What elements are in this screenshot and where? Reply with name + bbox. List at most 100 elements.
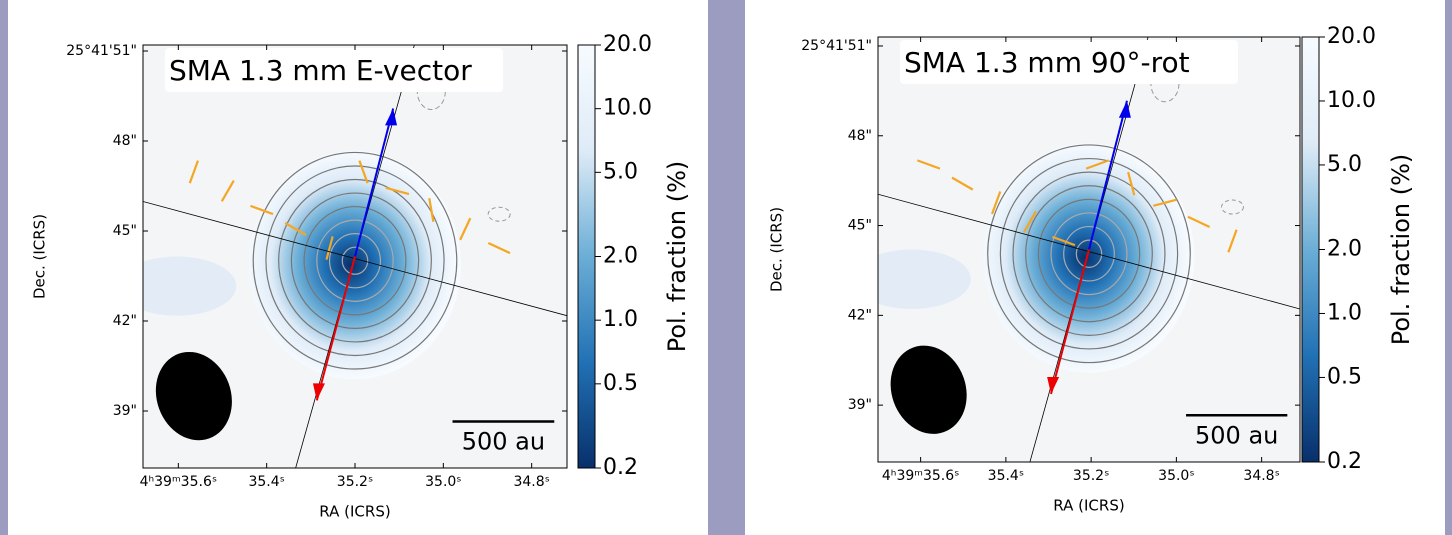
colorbar-tick-label: 1.0: [1327, 300, 1362, 325]
panel: 500 au SMA 1.3 mm E-vector 4ʰ39ᵐ35.6ˢ 35.4ˢ…: [8, 0, 708, 535]
contour: [278, 178, 432, 343]
x-tick-label: 4ʰ39ᵐ35.6ˢ: [882, 468, 960, 484]
colorbar-label: Pol. fraction (%): [663, 161, 691, 353]
blue-head: [385, 108, 398, 126]
contour: [1075, 239, 1103, 268]
x-label: RA (ICRS): [319, 503, 390, 521]
title-box: [900, 40, 1238, 84]
colorbar: [1301, 36, 1320, 463]
pol-vector: [220, 179, 235, 202]
y-tick-label: 48": [113, 133, 137, 149]
colorbar-tick-label: 20.0: [603, 32, 652, 57]
contour: [316, 219, 394, 302]
y-tick-label: 42": [113, 313, 137, 329]
colorbar: [577, 44, 596, 469]
pol-vector: [428, 197, 435, 222]
beam: [155, 351, 232, 441]
red-arrow: [1050, 249, 1090, 395]
pol-vector: [951, 176, 974, 191]
emission: [983, 143, 1195, 373]
contour: [290, 192, 420, 330]
blue-head: [1118, 100, 1131, 118]
x-tick-label: 4ʰ39ᵐ35.6ˢ: [140, 474, 218, 490]
pol-vector: [1227, 229, 1238, 253]
image: 500 au SMA 1.3 mm E-vector: [143, 45, 567, 468]
contour: [1025, 185, 1153, 323]
colorbar-tick-label: 10.0: [1327, 88, 1376, 113]
y-tick-label: 42": [848, 307, 872, 323]
pol-vector: [188, 160, 200, 184]
title: SMA 1.3 mm E-vector: [169, 54, 472, 87]
colorbar-tick-label: 2.0: [1327, 237, 1362, 262]
contour: [1012, 171, 1166, 336]
red-head: [1047, 377, 1060, 394]
x-tick-label: 35.2ˢ: [1073, 468, 1109, 484]
pol-vector: [991, 191, 1002, 215]
colorbar-tick-label: 2.0: [603, 244, 638, 269]
pol-vector: [1187, 215, 1211, 228]
x-tick-label: 35.2ˢ: [337, 474, 373, 490]
colorbar-tick-label: 0.2: [603, 455, 638, 480]
blue-arrow: [1088, 100, 1128, 250]
y-tick-label: 39": [113, 403, 137, 419]
x-tick-label: 35.4ˢ: [988, 468, 1024, 484]
image: 500 au SMA 1.3 mm 90°-rot: [878, 37, 1300, 462]
contour: [1037, 198, 1141, 309]
x-label: RA (ICRS): [1053, 497, 1124, 515]
contour: [341, 246, 369, 275]
x-tick-label: 35.4ˢ: [248, 474, 284, 490]
contour: [328, 233, 382, 289]
pol-vector: [1127, 171, 1136, 196]
pol-vector: [358, 160, 369, 184]
colorbar-tick-label: 0.2: [1327, 449, 1362, 474]
contour: [303, 205, 407, 316]
y-tick-label: 39": [848, 397, 872, 413]
emission-tail: [143, 256, 237, 316]
pol-vector: [250, 204, 274, 216]
y-label: Dec. (ICRS): [768, 207, 786, 292]
y-tick-label: 48": [848, 128, 872, 144]
pol-vector: [916, 159, 941, 170]
scalebar-label: 500 au: [1195, 422, 1278, 450]
y-label: Dec. (ICRS): [31, 214, 49, 299]
pol-vector: [284, 222, 307, 236]
pol-vector: [459, 217, 472, 241]
x-tick-label: 35.0ˢ: [425, 474, 461, 490]
colorbar-tick-label: 10.0: [603, 96, 652, 121]
neg-contour: [487, 206, 511, 222]
pol-vector: [1085, 159, 1110, 170]
pol-vector: [325, 236, 334, 260]
y-tick-label: 45": [848, 218, 872, 234]
y-tick-label: 25°41'51": [801, 38, 872, 54]
colorbar-tick-label: 5.0: [1327, 152, 1362, 177]
panel: 500 au SMA 1.3 mm 90°-rot 4ʰ39ᵐ35.6ˢ 35.4ˢ 3…: [745, 0, 1445, 535]
contour: [1063, 225, 1115, 282]
beam: [890, 345, 967, 434]
red-head: [312, 383, 325, 401]
colorbar-tick-label: 5.0: [603, 159, 638, 184]
blue-arrow: [354, 108, 395, 257]
contour: [1050, 212, 1128, 296]
emission-tail: [878, 249, 971, 309]
pol-vector: [1052, 235, 1076, 247]
y-tick-label: 25°41'51": [66, 43, 137, 59]
scalebar-label: 500 au: [462, 428, 545, 456]
contour: [252, 151, 458, 370]
contour: [999, 157, 1179, 350]
neg-contour: [1220, 199, 1244, 215]
pol-vector: [1153, 198, 1177, 207]
pol-vector: [487, 241, 511, 255]
y-tick-label: 45": [113, 223, 137, 239]
colorbar-tick-label: 1.0: [603, 307, 638, 332]
emission: [249, 150, 461, 380]
contour: [265, 165, 445, 357]
pol-vector: [1022, 210, 1037, 233]
frame: [877, 36, 1301, 463]
title-box: [165, 48, 503, 92]
title: SMA 1.3 mm 90°-rot: [904, 46, 1190, 79]
pol-vector: [385, 186, 410, 196]
x-tick-label: 34.8ˢ: [513, 474, 549, 490]
colorbar-tick-label: 0.5: [1327, 364, 1362, 389]
x-tick-label: 34.8ˢ: [1243, 468, 1279, 484]
